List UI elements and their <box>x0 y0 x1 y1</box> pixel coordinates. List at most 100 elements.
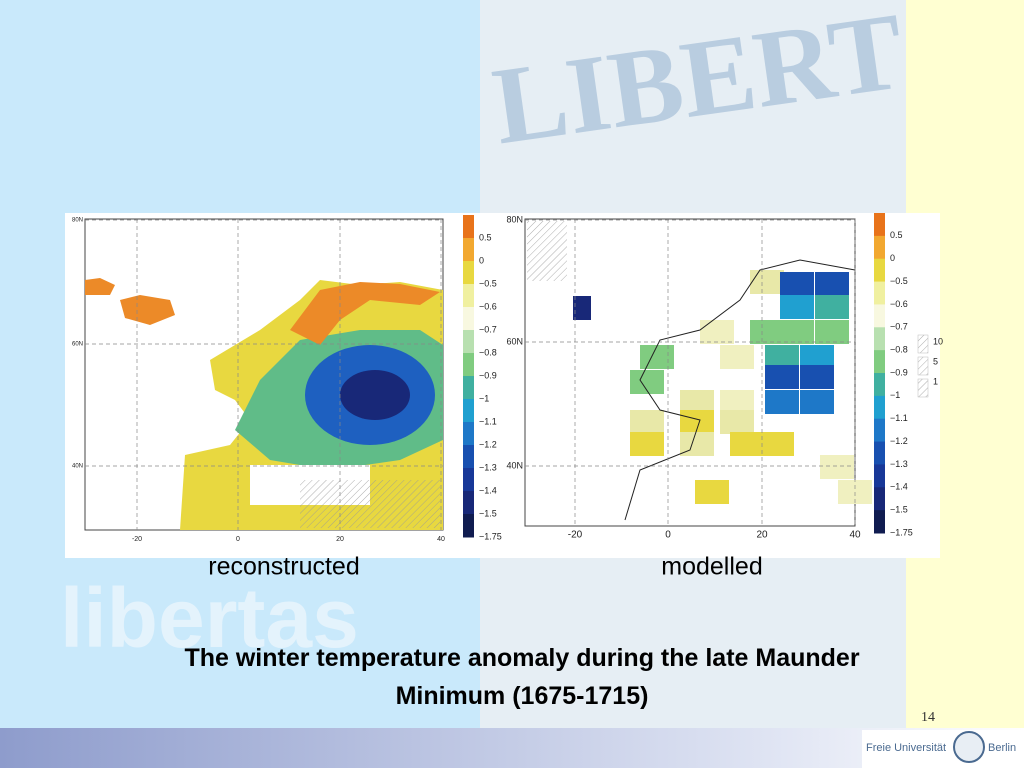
grid-cell <box>815 272 849 296</box>
lon-label: 20 <box>756 530 768 541</box>
lon-label: 0 <box>665 530 671 541</box>
slide-title: The winter temperature anomaly during th… <box>184 644 859 710</box>
colorbar-segment <box>463 491 474 515</box>
panel-caption: modelled <box>661 553 762 581</box>
colorbar-segment <box>463 514 474 538</box>
colorbar-segment <box>463 468 474 492</box>
colorbar-segment <box>874 281 885 305</box>
lon-label: 40 <box>437 536 445 543</box>
iceland-cell <box>573 296 591 320</box>
hatch-swatch <box>917 378 929 398</box>
grid-cell <box>700 320 734 344</box>
colorbar-segment <box>463 307 474 331</box>
colorbar-segment <box>874 350 885 374</box>
colorbar-label: −1 <box>479 393 489 403</box>
colorbar-label: −1.3 <box>479 462 497 472</box>
panel-caption: reconstructed <box>208 553 359 581</box>
coastline <box>624 259 856 521</box>
lat-label: 60N <box>72 342 83 348</box>
lat-label: 40N <box>506 460 523 470</box>
lat-label: 40N <box>72 464 83 470</box>
lat-label: 80N <box>506 214 523 224</box>
colorbar-segment <box>874 213 885 237</box>
anomaly-deep <box>340 370 410 420</box>
colorbar-segment <box>874 327 885 351</box>
colorbar-label: 0.5 <box>479 232 492 242</box>
colorbar-segment <box>463 353 474 377</box>
colorbar-segment <box>463 284 474 308</box>
grid-cell <box>765 365 799 389</box>
grid-cell <box>800 390 834 414</box>
grid-cell <box>630 432 664 456</box>
iceland <box>120 295 175 325</box>
watermark-bottom: libertas <box>60 571 359 665</box>
colorbar-label: −1.5 <box>479 508 497 518</box>
footer-bar <box>0 728 1024 768</box>
colorbar-segment <box>874 464 885 488</box>
hatch-swatch <box>917 334 929 354</box>
colorbar-label: −1.4 <box>479 485 497 495</box>
lat-label: 60N <box>506 336 523 346</box>
colorbar-label: −1.3 <box>890 459 908 469</box>
colorbar-label: −0.8 <box>890 345 908 355</box>
lon-label: -20 <box>132 536 142 543</box>
panels: 80N 60N 40N -20 0 20 40 0.5 0 −0.5 −0.6 −0.7 −0.8 −0.… <box>72 213 943 581</box>
colorbar-label: 0.5 <box>890 230 903 240</box>
grid-cell <box>765 390 799 414</box>
colorbar-segment <box>874 510 885 534</box>
colorbar-label: −1 <box>890 390 900 400</box>
colorbar-label: −0.7 <box>479 324 497 334</box>
logo-right: Berlin <box>988 742 1016 754</box>
colorbar-label: −1.1 <box>890 413 908 423</box>
grid-cell <box>815 295 849 319</box>
colorbar-segment <box>874 441 885 465</box>
grid-cell <box>780 272 814 296</box>
map-panel: 80N 60N 40N -20 0 20 40 0.5 0 −0.5 −0.6 −0.7 −0.8 −0.… <box>506 213 943 581</box>
colorbar-segment <box>463 215 474 239</box>
grid-cell <box>695 480 729 504</box>
grid-cell <box>630 410 664 434</box>
colorbar-segment <box>463 376 474 400</box>
grid-cell <box>760 432 794 456</box>
hatch-area <box>300 480 440 528</box>
colorbar-label: −1.75 <box>890 527 913 537</box>
lon-label: -20 <box>568 530 583 541</box>
colorbar-label: −0.6 <box>479 301 497 311</box>
colorbar-segment <box>874 258 885 283</box>
grid-cell <box>780 320 814 344</box>
colorbar-segment <box>874 235 885 260</box>
hatch-swatch <box>917 356 929 376</box>
colorbar-label: 0 <box>479 255 484 265</box>
colorbar-label: −0.9 <box>890 367 908 377</box>
grid-cell <box>820 455 854 479</box>
hatch-area <box>527 221 567 281</box>
colorbar-segment <box>874 487 885 511</box>
colorbar-label: −0.5 <box>479 278 497 288</box>
grid-cell <box>640 345 674 369</box>
logo-seal <box>953 731 985 763</box>
colorbar-segment <box>874 304 885 328</box>
page-number: 14 <box>921 710 935 725</box>
grid-cell <box>720 410 754 434</box>
hatch-label: 5 <box>933 356 938 366</box>
colorbar-segment <box>463 330 474 354</box>
colorbar-segment <box>463 445 474 469</box>
hatch-label: 10 <box>933 336 943 346</box>
colorbar-label: 0 <box>890 253 895 263</box>
colorbar-label: −1.75 <box>479 531 502 541</box>
grid-cell <box>720 345 754 369</box>
greenland-tip <box>85 278 115 295</box>
lon-label: 0 <box>236 536 240 543</box>
colorbar-label: −0.6 <box>890 299 908 309</box>
grid-cell <box>815 320 849 344</box>
grid-cell <box>730 432 764 456</box>
grid-cell <box>800 365 834 389</box>
colorbar-label: −0.8 <box>479 347 497 357</box>
grid-cell <box>780 295 814 319</box>
scandinavia <box>290 282 440 345</box>
colorbar-label: −0.7 <box>890 322 908 332</box>
lon-label: 20 <box>336 536 344 543</box>
colorbar-label: −1.4 <box>890 482 908 492</box>
colorbar-segment <box>463 261 474 285</box>
